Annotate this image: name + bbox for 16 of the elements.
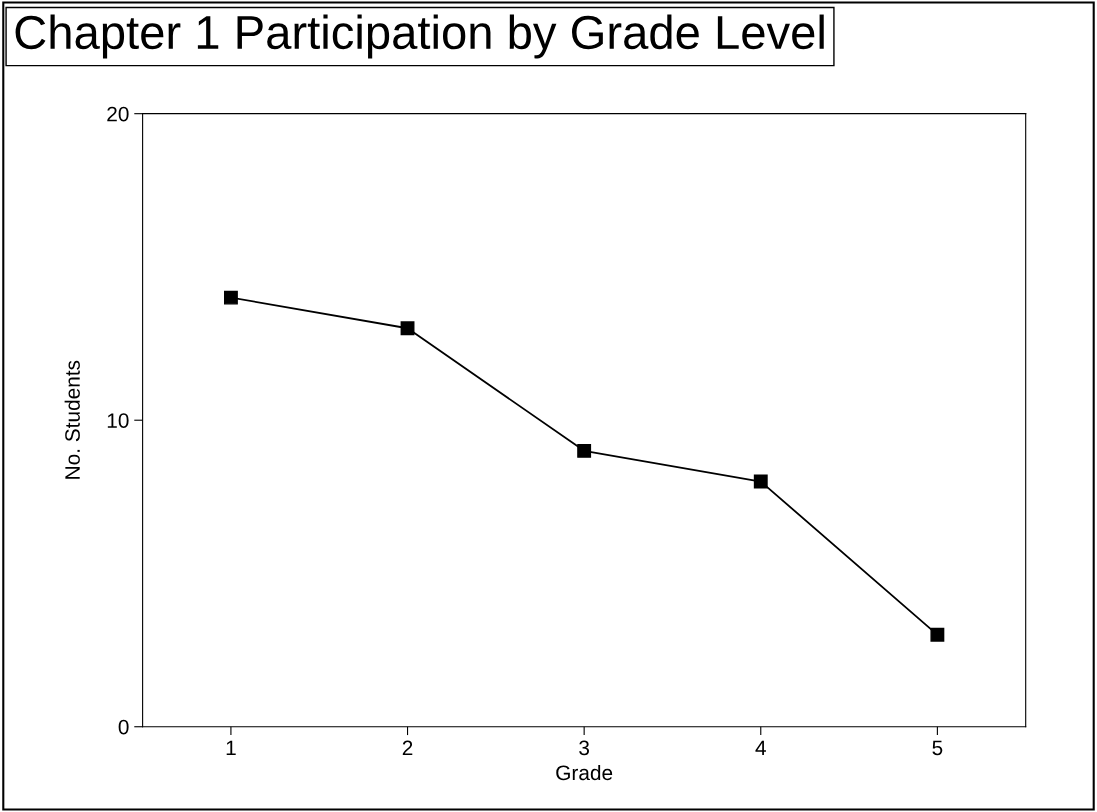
x-tick-label: 5	[932, 740, 943, 756]
x-axis-title: Grade	[556, 764, 613, 781]
chart-title: Chapter 1 Participation by Grade Level	[15, 14, 824, 59]
point	[223, 290, 238, 305]
point	[400, 321, 415, 336]
y-axis-title: No. Students	[64, 360, 80, 479]
point	[577, 443, 592, 458]
x-tick-label: 1	[226, 740, 236, 756]
x-tick-label: 3	[579, 740, 590, 756]
point	[930, 627, 945, 642]
point	[753, 474, 768, 489]
x-tick-label: 4	[755, 740, 766, 756]
y-tick-label: 10	[107, 413, 129, 428]
y-tick-label: 0	[118, 719, 129, 735]
x-tick-label: 2	[402, 740, 413, 756]
y-tick-label: 20	[107, 106, 129, 122]
